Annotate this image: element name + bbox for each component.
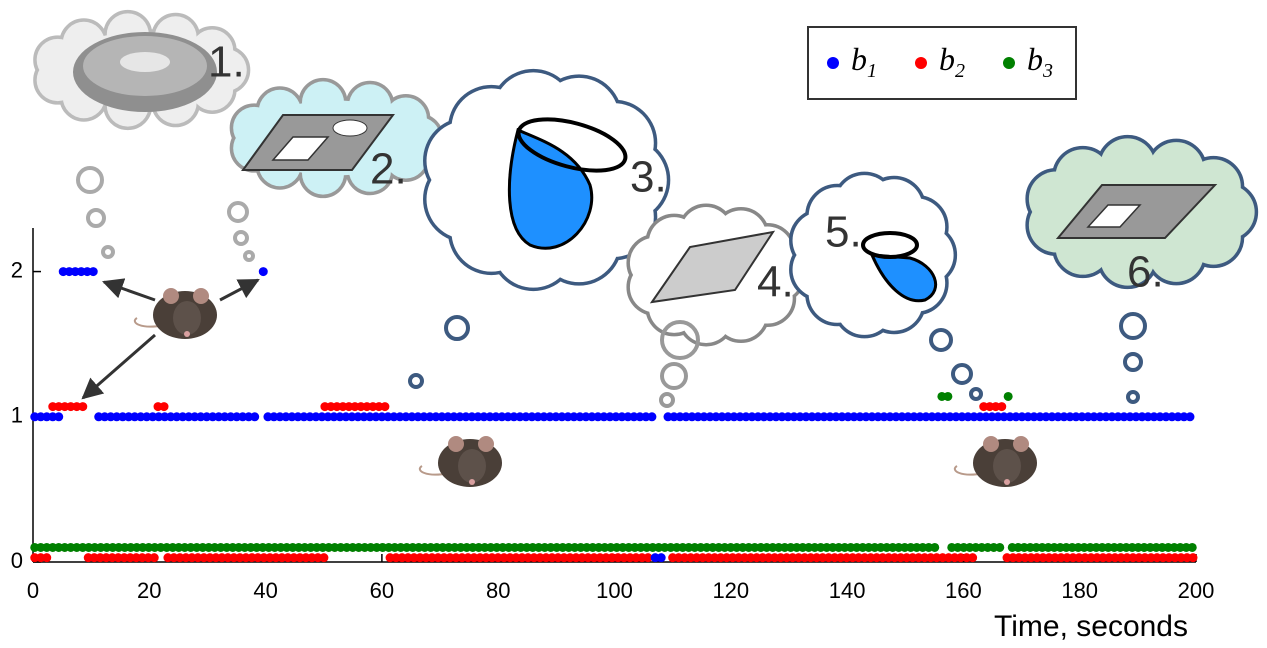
rat-ear — [193, 288, 209, 304]
x-tick-label: 200 — [1178, 578, 1215, 603]
thought-bubble — [1128, 392, 1138, 402]
thought-bubble — [931, 330, 951, 350]
x-tick-label: 100 — [596, 578, 633, 603]
thought-bubble — [971, 389, 981, 399]
arrow — [220, 280, 258, 300]
rat-head — [993, 449, 1021, 483]
rat-ear — [448, 436, 464, 452]
x-tick-label: 180 — [1061, 578, 1098, 603]
thought-bubble — [235, 232, 247, 244]
legend-marker — [1003, 57, 1015, 69]
thought-bubble — [661, 394, 673, 406]
rat-head — [173, 301, 201, 335]
annotation: 3. — [630, 153, 667, 202]
rat-nose — [469, 479, 475, 485]
thought-bubble — [1121, 314, 1145, 338]
torus-hole — [120, 52, 170, 72]
annotation: 6. — [1127, 248, 1164, 297]
rat-ear — [983, 436, 999, 452]
annotation: 4. — [757, 258, 794, 307]
thought-bubble — [446, 317, 468, 339]
platform-spot — [333, 120, 367, 136]
plot: 0 20 40 60 80 100 120 140 160 180 200 0 1 2 Time, seco… — [11, 228, 1215, 643]
x-tick-label: 120 — [712, 578, 749, 603]
annotation: 2. — [370, 145, 407, 194]
x-tick-label: 20 — [137, 578, 161, 603]
x-tick-label: 60 — [370, 578, 394, 603]
y-tick-label: 2 — [11, 257, 23, 282]
rat-head — [458, 449, 486, 483]
rat-ear — [1013, 436, 1029, 452]
arrow — [83, 335, 155, 398]
thought-bubble — [410, 375, 422, 387]
thought-bubble — [78, 168, 102, 192]
annotation: 5. — [825, 208, 862, 257]
rat-nose — [184, 331, 190, 337]
rat-ear — [163, 288, 179, 304]
annotation: 1. — [208, 38, 245, 87]
rat — [420, 436, 502, 487]
arrow — [104, 282, 155, 300]
thought-bubble — [229, 203, 247, 221]
thought-bubble — [953, 365, 971, 383]
x-axis-label: Time, seconds — [994, 610, 1188, 643]
y-tick-label: 0 — [11, 548, 23, 573]
x-tick-label: 80 — [486, 578, 510, 603]
rat-nose — [1004, 479, 1010, 485]
x-tick-label: 140 — [829, 578, 866, 603]
thought-bubble — [88, 210, 104, 226]
y-tick-label: 1 — [11, 403, 23, 428]
legend-marker — [915, 57, 927, 69]
x-tick-label: 0 — [27, 578, 39, 603]
thought-bubble — [662, 364, 686, 388]
thought-bubble — [245, 252, 253, 260]
legend-marker — [827, 57, 839, 69]
thought-bubble — [1125, 354, 1141, 370]
chart: 1.2.3.4.5.6. 020406080100120140160180200… — [0, 0, 1267, 648]
x-tick-label: 40 — [253, 578, 277, 603]
rat — [955, 436, 1037, 487]
page: {"chart_data": {"type": "line", "xlabel"… — [0, 0, 1267, 648]
x-tick-label: 160 — [945, 578, 982, 603]
thought-bubble — [103, 247, 113, 257]
rat-ear — [478, 436, 494, 452]
